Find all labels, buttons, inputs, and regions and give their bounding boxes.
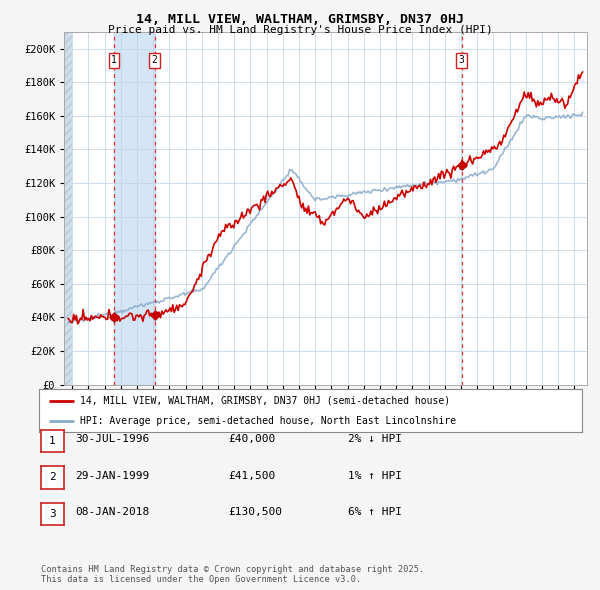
Text: £130,500: £130,500 (228, 507, 282, 517)
Text: Price paid vs. HM Land Registry's House Price Index (HPI): Price paid vs. HM Land Registry's House … (107, 25, 493, 35)
Text: 30-JUL-1996: 30-JUL-1996 (75, 434, 149, 444)
Text: 1% ↑ HPI: 1% ↑ HPI (348, 471, 402, 480)
Text: 14, MILL VIEW, WALTHAM, GRIMSBY, DN37 0HJ (semi-detached house): 14, MILL VIEW, WALTHAM, GRIMSBY, DN37 0H… (80, 396, 450, 406)
Text: 29-JAN-1999: 29-JAN-1999 (75, 471, 149, 480)
Bar (114, 32, 155, 385)
Text: 14, MILL VIEW, WALTHAM, GRIMSBY, DN37 0HJ: 14, MILL VIEW, WALTHAM, GRIMSBY, DN37 0H… (136, 13, 464, 26)
Text: 08-JAN-2018: 08-JAN-2018 (75, 507, 149, 517)
Text: 3: 3 (458, 55, 464, 65)
Text: £40,000: £40,000 (228, 434, 275, 444)
Text: £41,500: £41,500 (228, 471, 275, 480)
Bar (114, 32, 155, 385)
Text: HPI: Average price, semi-detached house, North East Lincolnshire: HPI: Average price, semi-detached house,… (80, 417, 456, 426)
Text: 2: 2 (152, 55, 158, 65)
Text: Contains HM Land Registry data © Crown copyright and database right 2025.
This d: Contains HM Land Registry data © Crown c… (41, 565, 424, 584)
Text: 1: 1 (49, 436, 56, 445)
Text: 6% ↑ HPI: 6% ↑ HPI (348, 507, 402, 517)
Text: 1: 1 (111, 55, 117, 65)
Text: 2% ↓ HPI: 2% ↓ HPI (348, 434, 402, 444)
Text: 2: 2 (49, 473, 56, 482)
Text: 3: 3 (49, 509, 56, 519)
